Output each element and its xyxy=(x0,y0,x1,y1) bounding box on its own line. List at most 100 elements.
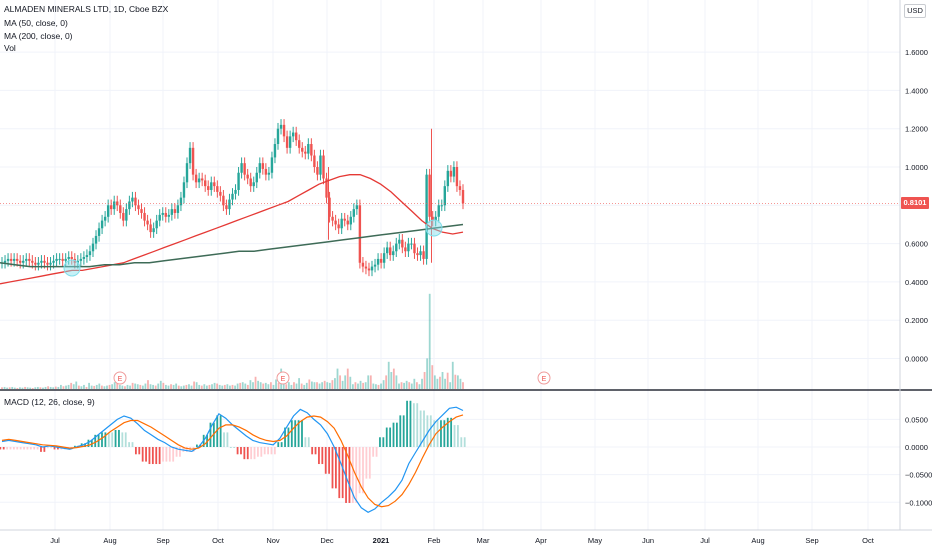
volume-bar xyxy=(313,382,316,389)
macd-histogram-bar xyxy=(433,420,436,447)
candle-body xyxy=(170,209,174,215)
volume-bar xyxy=(144,383,147,389)
volume-bar xyxy=(344,375,347,389)
candle-body xyxy=(285,136,289,148)
candle-body xyxy=(158,214,161,221)
candle-body xyxy=(337,224,340,229)
macd-histogram-bar xyxy=(9,447,12,450)
volume-bar xyxy=(1,387,3,389)
candle-body xyxy=(279,124,283,129)
volume-bar xyxy=(226,384,229,389)
volume-bar xyxy=(16,387,19,389)
volume-bar xyxy=(405,380,408,389)
volume-bar xyxy=(216,383,219,389)
macd-histogram-bar xyxy=(138,447,141,455)
candle-body xyxy=(143,212,146,221)
legend-sep-1: , xyxy=(108,4,114,14)
earnings-marker xyxy=(276,371,290,385)
volume-bar xyxy=(413,378,416,389)
candle-body xyxy=(204,180,207,187)
volume-bar xyxy=(354,382,357,389)
volume-bar xyxy=(95,384,98,389)
volume-bar xyxy=(308,379,311,389)
macd-histogram-bar xyxy=(419,410,422,447)
volume-bar xyxy=(398,383,400,389)
candle-body xyxy=(267,172,271,175)
candle-body xyxy=(340,218,343,229)
volume-bar xyxy=(249,380,252,389)
volume-bar xyxy=(13,387,16,389)
candle-body xyxy=(52,260,55,263)
candle-body xyxy=(88,251,92,256)
volume-bar xyxy=(364,382,367,389)
macd-histogram-bar xyxy=(196,444,198,447)
candle-body xyxy=(137,205,140,210)
macd-histogram-bar xyxy=(236,447,239,455)
macd-histogram-bar xyxy=(368,447,371,479)
candle-body xyxy=(67,257,70,259)
macd-histogram-bar xyxy=(351,447,354,503)
volume-bar xyxy=(34,387,37,389)
time-axis[interactable]: Jul Aug Sep Oct Nov Dec 2021 Feb Mar Apr May Jun Jul… xyxy=(50,536,875,545)
candle-body xyxy=(255,172,258,183)
candle-body xyxy=(276,128,280,145)
macd-histogram-bar xyxy=(165,447,168,462)
macd-axis-label: 0.0000 xyxy=(905,443,928,452)
candle-body xyxy=(22,260,25,263)
candle-body xyxy=(58,258,61,260)
candle-body xyxy=(40,260,43,263)
volume-bar xyxy=(177,385,180,389)
volume-bar xyxy=(44,386,47,389)
volume-bar xyxy=(321,382,324,389)
candle-body xyxy=(461,189,465,204)
candle-body xyxy=(155,220,158,229)
macd-legend[interactable]: MACD (12, 26, close, 9) xyxy=(4,397,95,407)
symbol-legend[interactable]: ALMADEN MINERALS LTD, 1D, Cboe BZX xyxy=(4,4,168,15)
candle-body xyxy=(355,205,359,210)
macd-histogram-bar xyxy=(179,447,181,457)
candle-body xyxy=(361,262,365,267)
candle-body xyxy=(258,163,261,173)
volume-bar xyxy=(185,384,188,389)
candle-body xyxy=(3,260,7,263)
volume-bar xyxy=(367,375,370,389)
candle-body xyxy=(249,178,252,187)
candle-body xyxy=(234,189,237,194)
macd-histogram-bar xyxy=(168,447,171,462)
macd-histogram-bar xyxy=(294,420,297,447)
candle-body xyxy=(319,155,322,175)
ma50-legend[interactable]: MA (50, close, 0) xyxy=(4,18,68,28)
volume-bar xyxy=(433,375,436,389)
volume-bar xyxy=(459,378,462,389)
volume-bar xyxy=(359,380,362,389)
candle-body xyxy=(294,132,298,141)
volume-legend[interactable]: Vol xyxy=(4,43,16,53)
time-axis-label: Sep xyxy=(805,536,818,545)
volume-bar xyxy=(290,384,293,389)
macd-histogram-bar xyxy=(53,447,56,450)
volume-bar xyxy=(75,381,78,389)
price-axis[interactable]: 1.60001.40001.20001.00000.80000.60000.40… xyxy=(905,48,932,507)
candle-body xyxy=(191,147,195,175)
volume-bar xyxy=(31,387,34,389)
candle-body xyxy=(200,178,204,181)
volume-bar xyxy=(336,368,339,389)
candle-body xyxy=(304,151,307,154)
currency-button[interactable]: USD xyxy=(904,4,926,18)
volume-bar xyxy=(175,383,178,389)
candle-body xyxy=(237,172,240,190)
candle-body xyxy=(419,251,422,256)
candle-body xyxy=(349,216,352,225)
candle-body xyxy=(452,167,456,177)
symbol-interval: 1D xyxy=(113,4,125,14)
macd-histogram-bar xyxy=(331,447,334,489)
macd-histogram-bar xyxy=(162,447,164,462)
macd-histogram-bar xyxy=(175,447,178,457)
volume-bar xyxy=(392,368,395,389)
volume-bar xyxy=(346,368,349,389)
macd-axis-label: 0.0500 xyxy=(905,415,928,424)
ma200-legend[interactable]: MA (200, close, 0) xyxy=(4,31,73,41)
macd-histogram-bar xyxy=(73,445,76,447)
